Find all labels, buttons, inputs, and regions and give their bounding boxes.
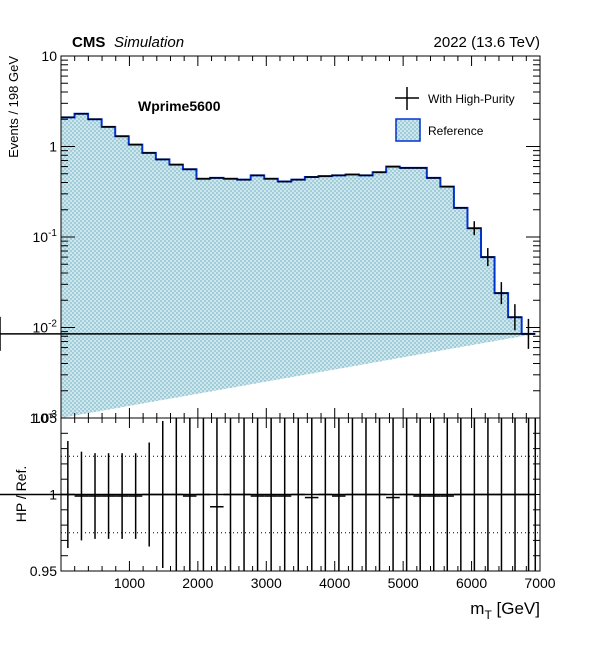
ratio-y-tick-label: 0.95: [30, 563, 57, 579]
data-point: [494, 282, 509, 305]
ratio-point: [88, 453, 102, 539]
legend-label-high-purity: With High-Purity: [428, 92, 515, 106]
legend-marker-high-purity: [395, 87, 419, 110]
legend: With High-Purity Reference: [395, 87, 515, 142]
reference-fill: [61, 113, 536, 418]
x-axis-title: mT [GeV]: [470, 599, 540, 622]
reference-histogram: [61, 112, 536, 418]
y-tick-label-base: 10: [33, 410, 49, 426]
experiment-label: CMS: [72, 34, 105, 51]
y-tick-label: 10: [41, 48, 57, 64]
ratio-point: [74, 451, 89, 541]
x-tick-label: 5000: [388, 575, 419, 591]
ratio-point: [128, 453, 143, 539]
x-axis-title-unit: [GeV]: [492, 599, 540, 618]
x-tick-label: 6000: [456, 575, 487, 591]
ratio-y-tick-label: 1: [49, 487, 57, 503]
x-axis-title-main: m: [470, 599, 484, 618]
ratio-panel: 0.95 1 1.05 1000 2000 3000 4000 5000 6000 7000 H…: [0, 410, 556, 622]
x-tick-label: 4000: [319, 575, 350, 591]
legend-label-reference: Reference: [428, 124, 484, 138]
x-axis-title-sub: T: [484, 608, 492, 622]
y-tick-label-exp: -2: [48, 319, 57, 330]
data-point: [481, 248, 495, 267]
ratio-y-axis: 0.95 1 1.05: [30, 410, 540, 579]
y-tick-label-base: 10: [33, 229, 49, 245]
y-tick-label-exp: -1: [48, 228, 57, 239]
y-tick-label: 10-1: [33, 228, 58, 245]
data-point: [508, 304, 522, 331]
x-tick-label: 3000: [251, 575, 282, 591]
x-tick-label: 1000: [114, 575, 145, 591]
high-purity-points: [0, 113, 536, 351]
ratio-point: [0, 418, 537, 571]
signal-annotation: Wprime5600: [138, 98, 221, 114]
y-tick-label: 10-2: [33, 319, 58, 336]
data-point: [0, 316, 536, 351]
ratio-point: [115, 453, 129, 539]
ratio-points: [0, 418, 537, 571]
y-tick-label: 1: [49, 139, 57, 155]
ratio-y-axis-title: HP / Ref.: [13, 466, 29, 523]
y-tick-label-base: 1: [49, 139, 57, 155]
energy-label: 2022 (13.6 TeV): [434, 34, 540, 51]
x-tick-label: 2000: [182, 575, 213, 591]
ratio-y-tick-label: 1.05: [30, 410, 57, 426]
x-tick-label: 7000: [524, 575, 555, 591]
y-tick-label-exp: -3: [48, 409, 57, 420]
y-tick-label-base: 10: [41, 48, 57, 64]
main-x-axis: [74, 56, 541, 418]
main-y-axis-title: Events / 198 GeV: [6, 56, 21, 158]
y-tick-label: 10-3: [33, 409, 58, 426]
y-tick-label-base: 10: [33, 320, 49, 336]
status-label: Simulation: [114, 34, 184, 51]
ratio-point: [101, 453, 116, 539]
ratio-x-axis: 1000 2000 3000 4000 5000 6000 7000: [74, 418, 556, 591]
legend-marker-reference: [395, 118, 421, 142]
data-point: [467, 221, 482, 236]
